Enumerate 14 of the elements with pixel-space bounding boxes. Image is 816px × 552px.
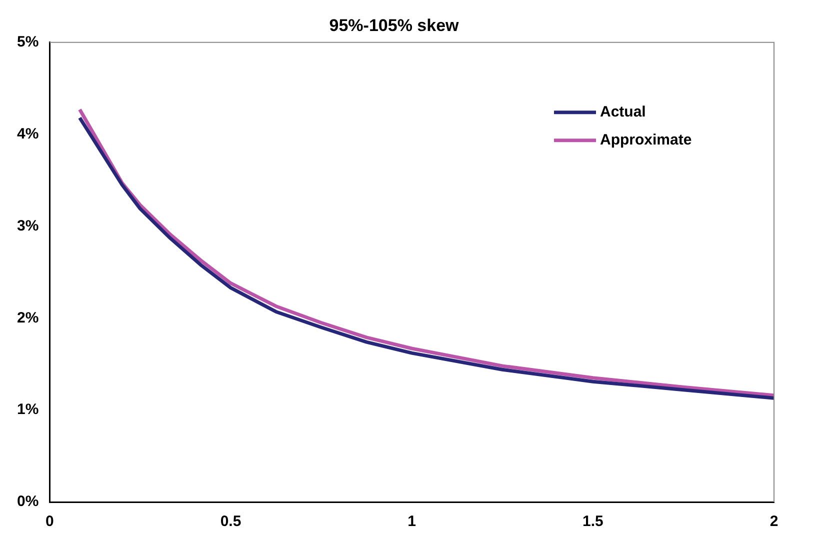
legend-label: Approximate — [600, 132, 692, 149]
chart-title: 95%-105% skew — [329, 16, 460, 35]
x-tick-label: 0.5 — [220, 513, 242, 530]
x-tick-label: 2 — [770, 513, 778, 530]
x-tick-label: 0 — [46, 513, 54, 530]
y-tick-label: 1% — [16, 401, 39, 418]
y-tick-label: 4% — [16, 125, 39, 142]
y-tick-label: 3% — [16, 217, 39, 234]
legend-label: Actual — [600, 104, 646, 121]
y-tick-label: 5% — [16, 34, 39, 51]
x-tick-label: 1 — [408, 513, 416, 530]
y-tick-label: 0% — [16, 493, 39, 510]
y-tick-label: 2% — [16, 309, 39, 326]
x-tick-label: 1.5 — [582, 513, 604, 530]
